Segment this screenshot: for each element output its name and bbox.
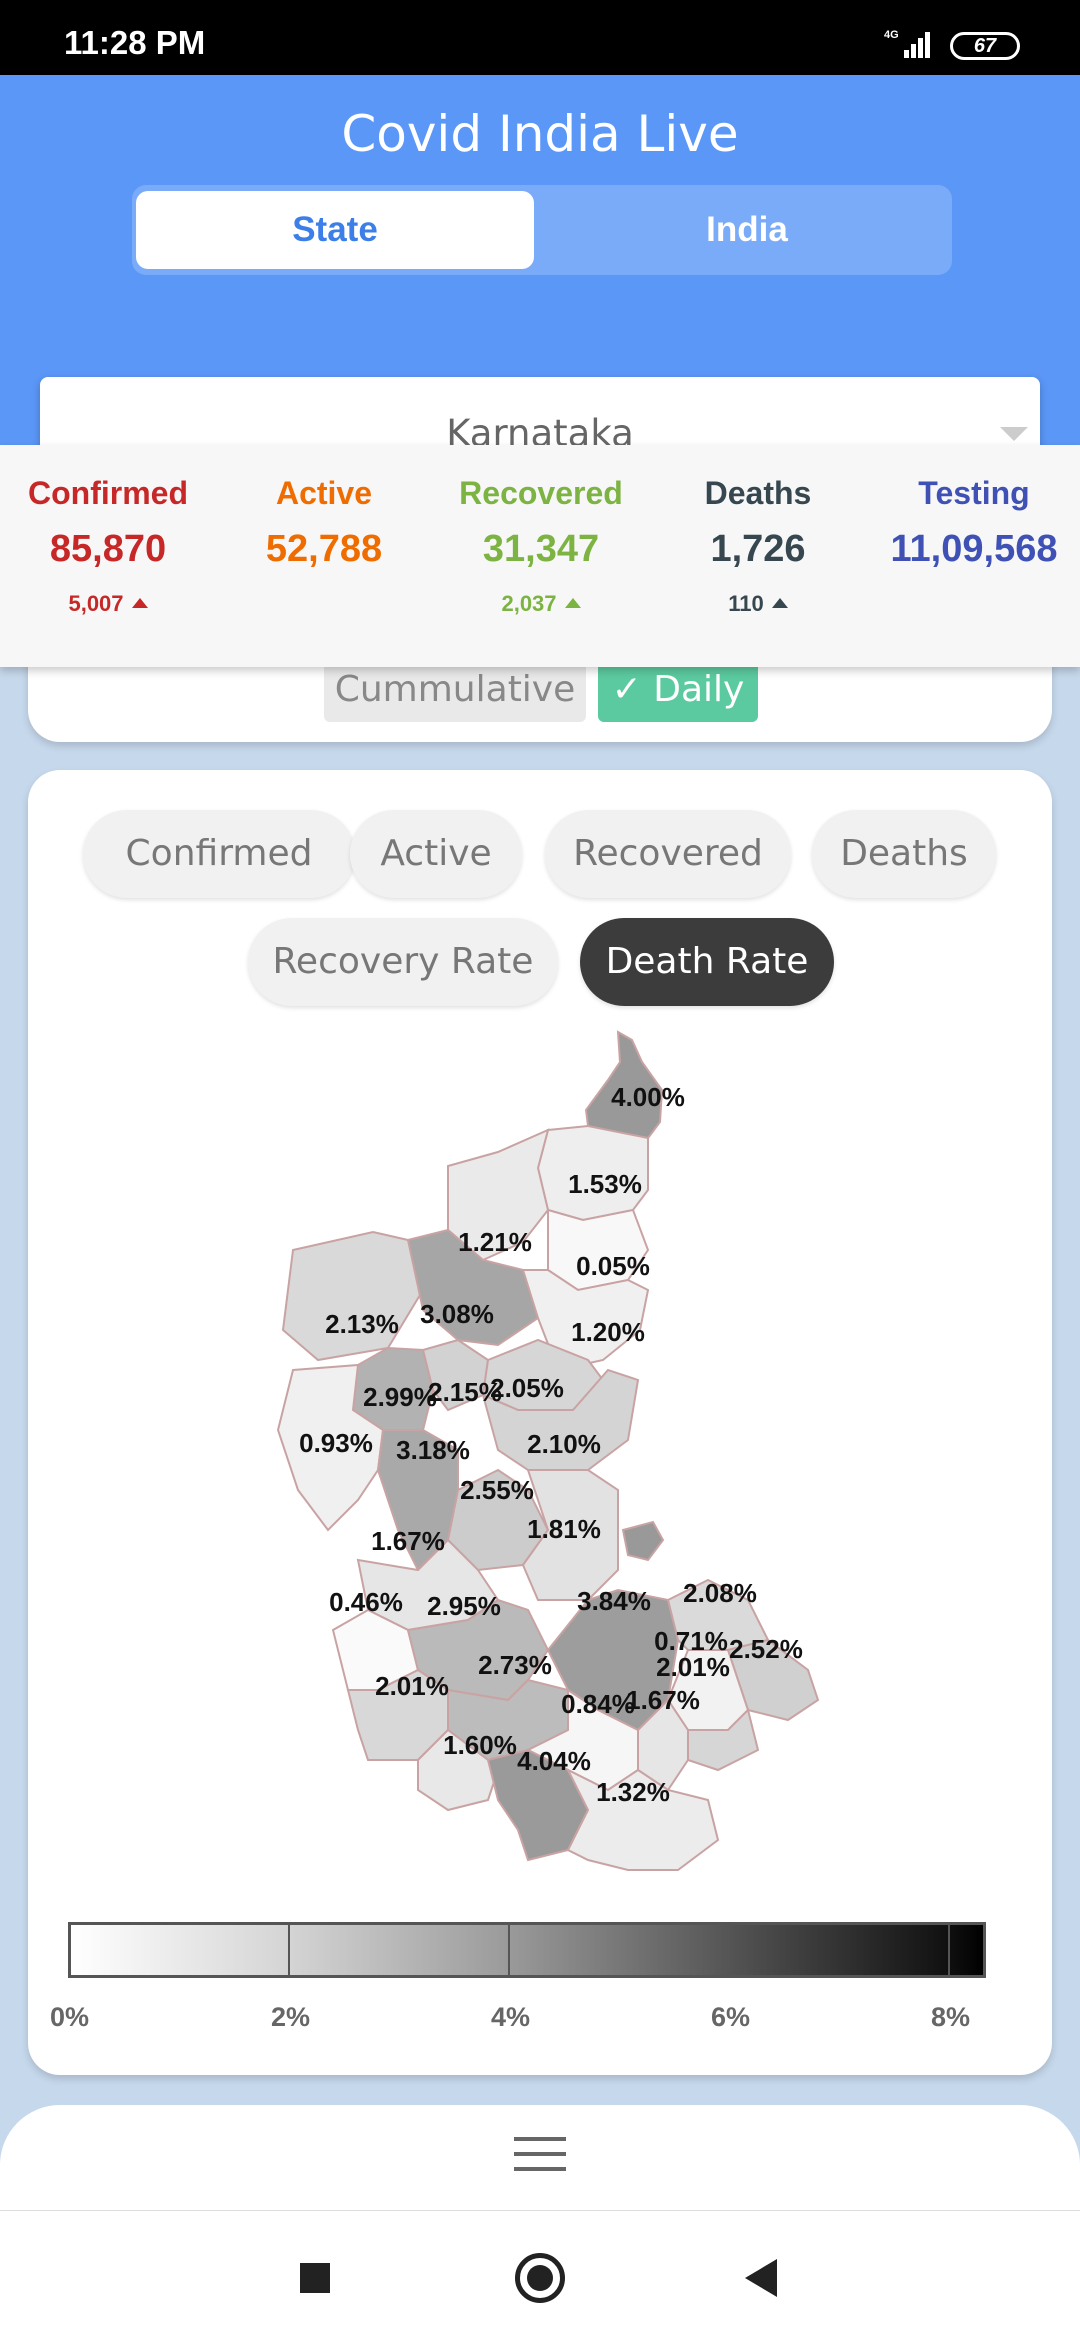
map-value-label: 1.32% [596,1777,670,1807]
chevron-down-icon [1000,427,1028,441]
map-value-label: 2.13% [325,1309,399,1339]
cumulative-toggle[interactable]: Cummulative [324,662,586,722]
system-nav-bar [0,2210,1080,2340]
arrow-up-icon [131,598,148,608]
svg-text:4G: 4G [884,29,899,41]
chip-recovered[interactable]: Recovered [545,810,791,898]
legend-label: 6% [711,2002,751,2032]
map-value-label: 0.84% [561,1689,635,1719]
menu-icon[interactable] [514,2137,566,2171]
map-value-label: 3.84% [577,1586,651,1616]
map-value-label: 1.81% [527,1514,601,1544]
legend-label: 2% [271,2002,311,2032]
signal-icon: 4G [884,29,930,58]
map-value-label: 2.99% [363,1382,437,1412]
district-region [276,1363,385,1532]
legend-color-scale [68,1922,986,1978]
map-value-label: 2.73% [478,1650,552,1680]
chip-active[interactable]: Active [350,810,522,898]
map-value-label: 0.05% [576,1251,650,1281]
status-time: 11:28 PM [64,24,206,61]
bottom-sheet[interactable] [0,2105,1080,2215]
map-value-label: 4.04% [517,1746,591,1776]
stats-panel: Confirmed 85,870 5,007 Active 52,788 Rec… [0,445,1080,667]
tab-state[interactable]: State [136,191,534,269]
map-value-label: 2.95% [427,1591,501,1621]
stat-delta: 110 [648,591,868,617]
map-value-label: 0.93% [299,1428,373,1458]
stat-value: 52,788 [265,528,383,570]
stat-label: Deaths [704,475,812,511]
battery-icon: 67 [950,32,1020,60]
map-value-label: 2.15% [428,1377,502,1407]
stat-delta: 5,007 [0,591,218,617]
map-value-label: 2.10% [527,1429,601,1459]
map-value-label: 1.53% [568,1169,642,1199]
map-value-label: 1.21% [458,1227,532,1257]
stat-label: Active [275,475,373,511]
view-segment-control: State India [132,185,952,275]
map-value-label: 2.01% [656,1652,730,1682]
map-value-label: 0.46% [329,1587,403,1617]
district-region [621,1520,665,1562]
map-value-label: 2.05% [490,1373,564,1403]
chip-deaths[interactable]: Deaths [812,810,996,898]
recents-icon[interactable] [300,2263,330,2293]
district-region [417,1728,500,1812]
stat-value: 11,09,568 [890,528,1058,570]
legend-tick [508,1925,510,1975]
tab-india[interactable]: India [706,210,788,249]
chip-death-rate[interactable]: Death Rate [580,918,834,1006]
stat-delta: 2,037 [431,591,651,617]
check-icon: ✓ [611,669,654,710]
stat-label: Testing [918,475,1030,511]
stat-deaths: Deaths 1,726 110 [648,475,868,617]
map-value-label: 2.52% [729,1634,803,1664]
district-region [481,1368,640,1471]
daily-toggle[interactable]: ✓ Daily [598,662,758,722]
stat-label: Confirmed [28,475,188,511]
map-card: Confirmed Active Recovered Deaths Recove… [28,770,1052,2075]
stat-label: Recovered [459,475,623,511]
karnataka-district-map: 4.00% 1.53% 1.21% 0.05% 2.13% 3.08% 1.20… [276,1030,820,1871]
map-value-label: 2.01% [375,1671,449,1701]
stat-value: 31,347 [482,528,600,570]
legend-tick [728,1925,730,1975]
legend-tick [948,1925,950,1975]
status-bar: 11:28 PM 4G 67 [0,0,1080,75]
stat-testing: Testing 11,09,568 [864,475,1080,571]
legend-label: 8% [931,2002,971,2032]
legend-label: 4% [491,2002,531,2032]
stat-value: 1,726 [710,528,806,570]
map-value-label: 3.08% [420,1299,494,1329]
legend-tick [288,1925,290,1975]
chip-recovery-rate[interactable]: Recovery Rate [248,918,558,1006]
map-value-label: 0.71% [654,1626,728,1656]
map-value-label: 2.55% [460,1475,534,1505]
back-icon[interactable] [745,2259,777,2297]
legend-label: 0% [50,2002,90,2032]
arrow-up-icon [771,598,788,608]
map-value-label: 1.67% [371,1526,445,1556]
stat-value: 85,870 [49,528,167,570]
stat-recovered: Recovered 31,347 2,037 [431,475,651,617]
app-header: Covid India Live State India Karnataka [0,75,1080,491]
arrow-up-icon [564,598,581,608]
map-value-label: 4.00% [611,1082,685,1112]
map-value-label: 1.20% [571,1317,645,1347]
app-title: Covid India Live [341,105,739,163]
map-value-label: 2.08% [683,1578,757,1608]
map-value-label: 1.60% [443,1730,517,1760]
stat-confirmed: Confirmed 85,870 5,007 [0,475,218,617]
stat-active: Active 52,788 [214,475,434,571]
map-value-label: 3.18% [396,1435,470,1465]
district-region [565,1767,720,1871]
district-region [281,1230,425,1362]
map-value-label: 1.67% [626,1685,700,1715]
chip-confirmed[interactable]: Confirmed [83,810,355,898]
home-icon[interactable] [515,2253,565,2303]
